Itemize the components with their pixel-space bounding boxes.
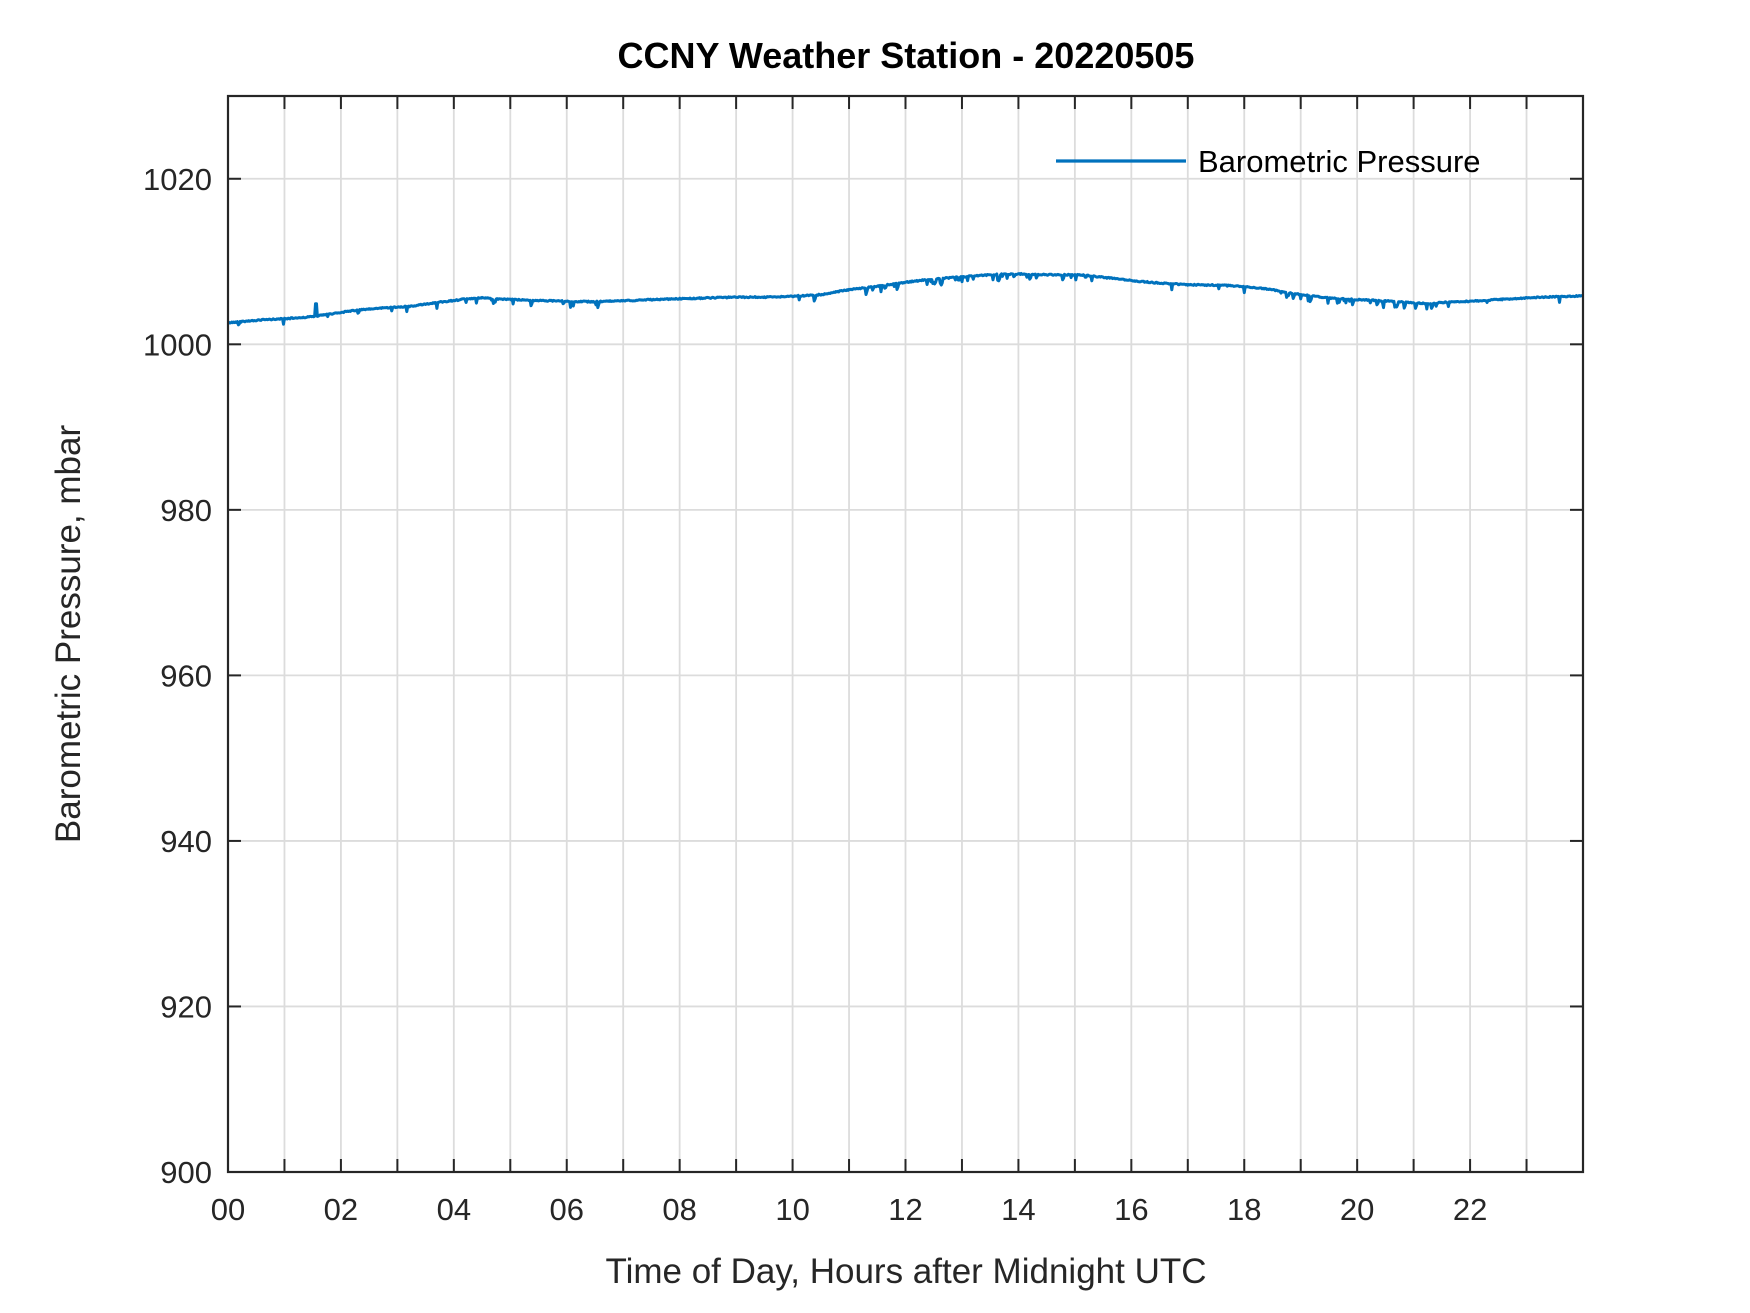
y-tick-label: 1000 — [143, 327, 212, 362]
x-tick-label: 16 — [1114, 1192, 1148, 1227]
x-tick-labels: 00 02 04 06 08 10 12 14 16 18 20 22 — [211, 1192, 1488, 1227]
y-tick-label: 960 — [160, 658, 212, 693]
x-axis-label: Time of Day, Hours after Midnight UTC — [606, 1252, 1207, 1291]
y-tick-label: 980 — [160, 493, 212, 528]
legend-label: Barometric Pressure — [1198, 144, 1481, 179]
y-tick-labels: 900 920 940 960 980 1000 1020 — [143, 162, 212, 1190]
pressure-line — [227, 272, 1584, 327]
y-tick-label: 900 — [160, 1155, 212, 1190]
x-tick-label: 22 — [1453, 1192, 1487, 1227]
y-tick-label: 940 — [160, 824, 212, 859]
x-tick-label: 10 — [775, 1192, 809, 1227]
gridlines — [228, 96, 1583, 1172]
axis-box — [226, 94, 1585, 1174]
x-tick-label: 06 — [550, 1192, 584, 1227]
chart-title: CCNY Weather Station - 20220505 — [618, 35, 1195, 76]
x-tick-label: 18 — [1227, 1192, 1261, 1227]
y-tick-label: 920 — [160, 989, 212, 1024]
axis-ticks — [227, 96, 1584, 1173]
x-tick-label: 00 — [211, 1192, 245, 1227]
x-tick-label: 12 — [888, 1192, 922, 1227]
y-tick-label: 1020 — [143, 162, 212, 197]
x-tick-label: 02 — [324, 1192, 358, 1227]
y-axis-label: Barometric Pressure, mbar — [49, 425, 88, 844]
x-tick-label: 20 — [1340, 1192, 1374, 1227]
x-tick-label: 04 — [437, 1192, 471, 1227]
x-tick-label: 14 — [1001, 1192, 1035, 1227]
legend: Barometric Pressure — [1056, 144, 1481, 179]
x-tick-label: 08 — [662, 1192, 696, 1227]
barometric-pressure-trace — [227, 272, 1584, 327]
